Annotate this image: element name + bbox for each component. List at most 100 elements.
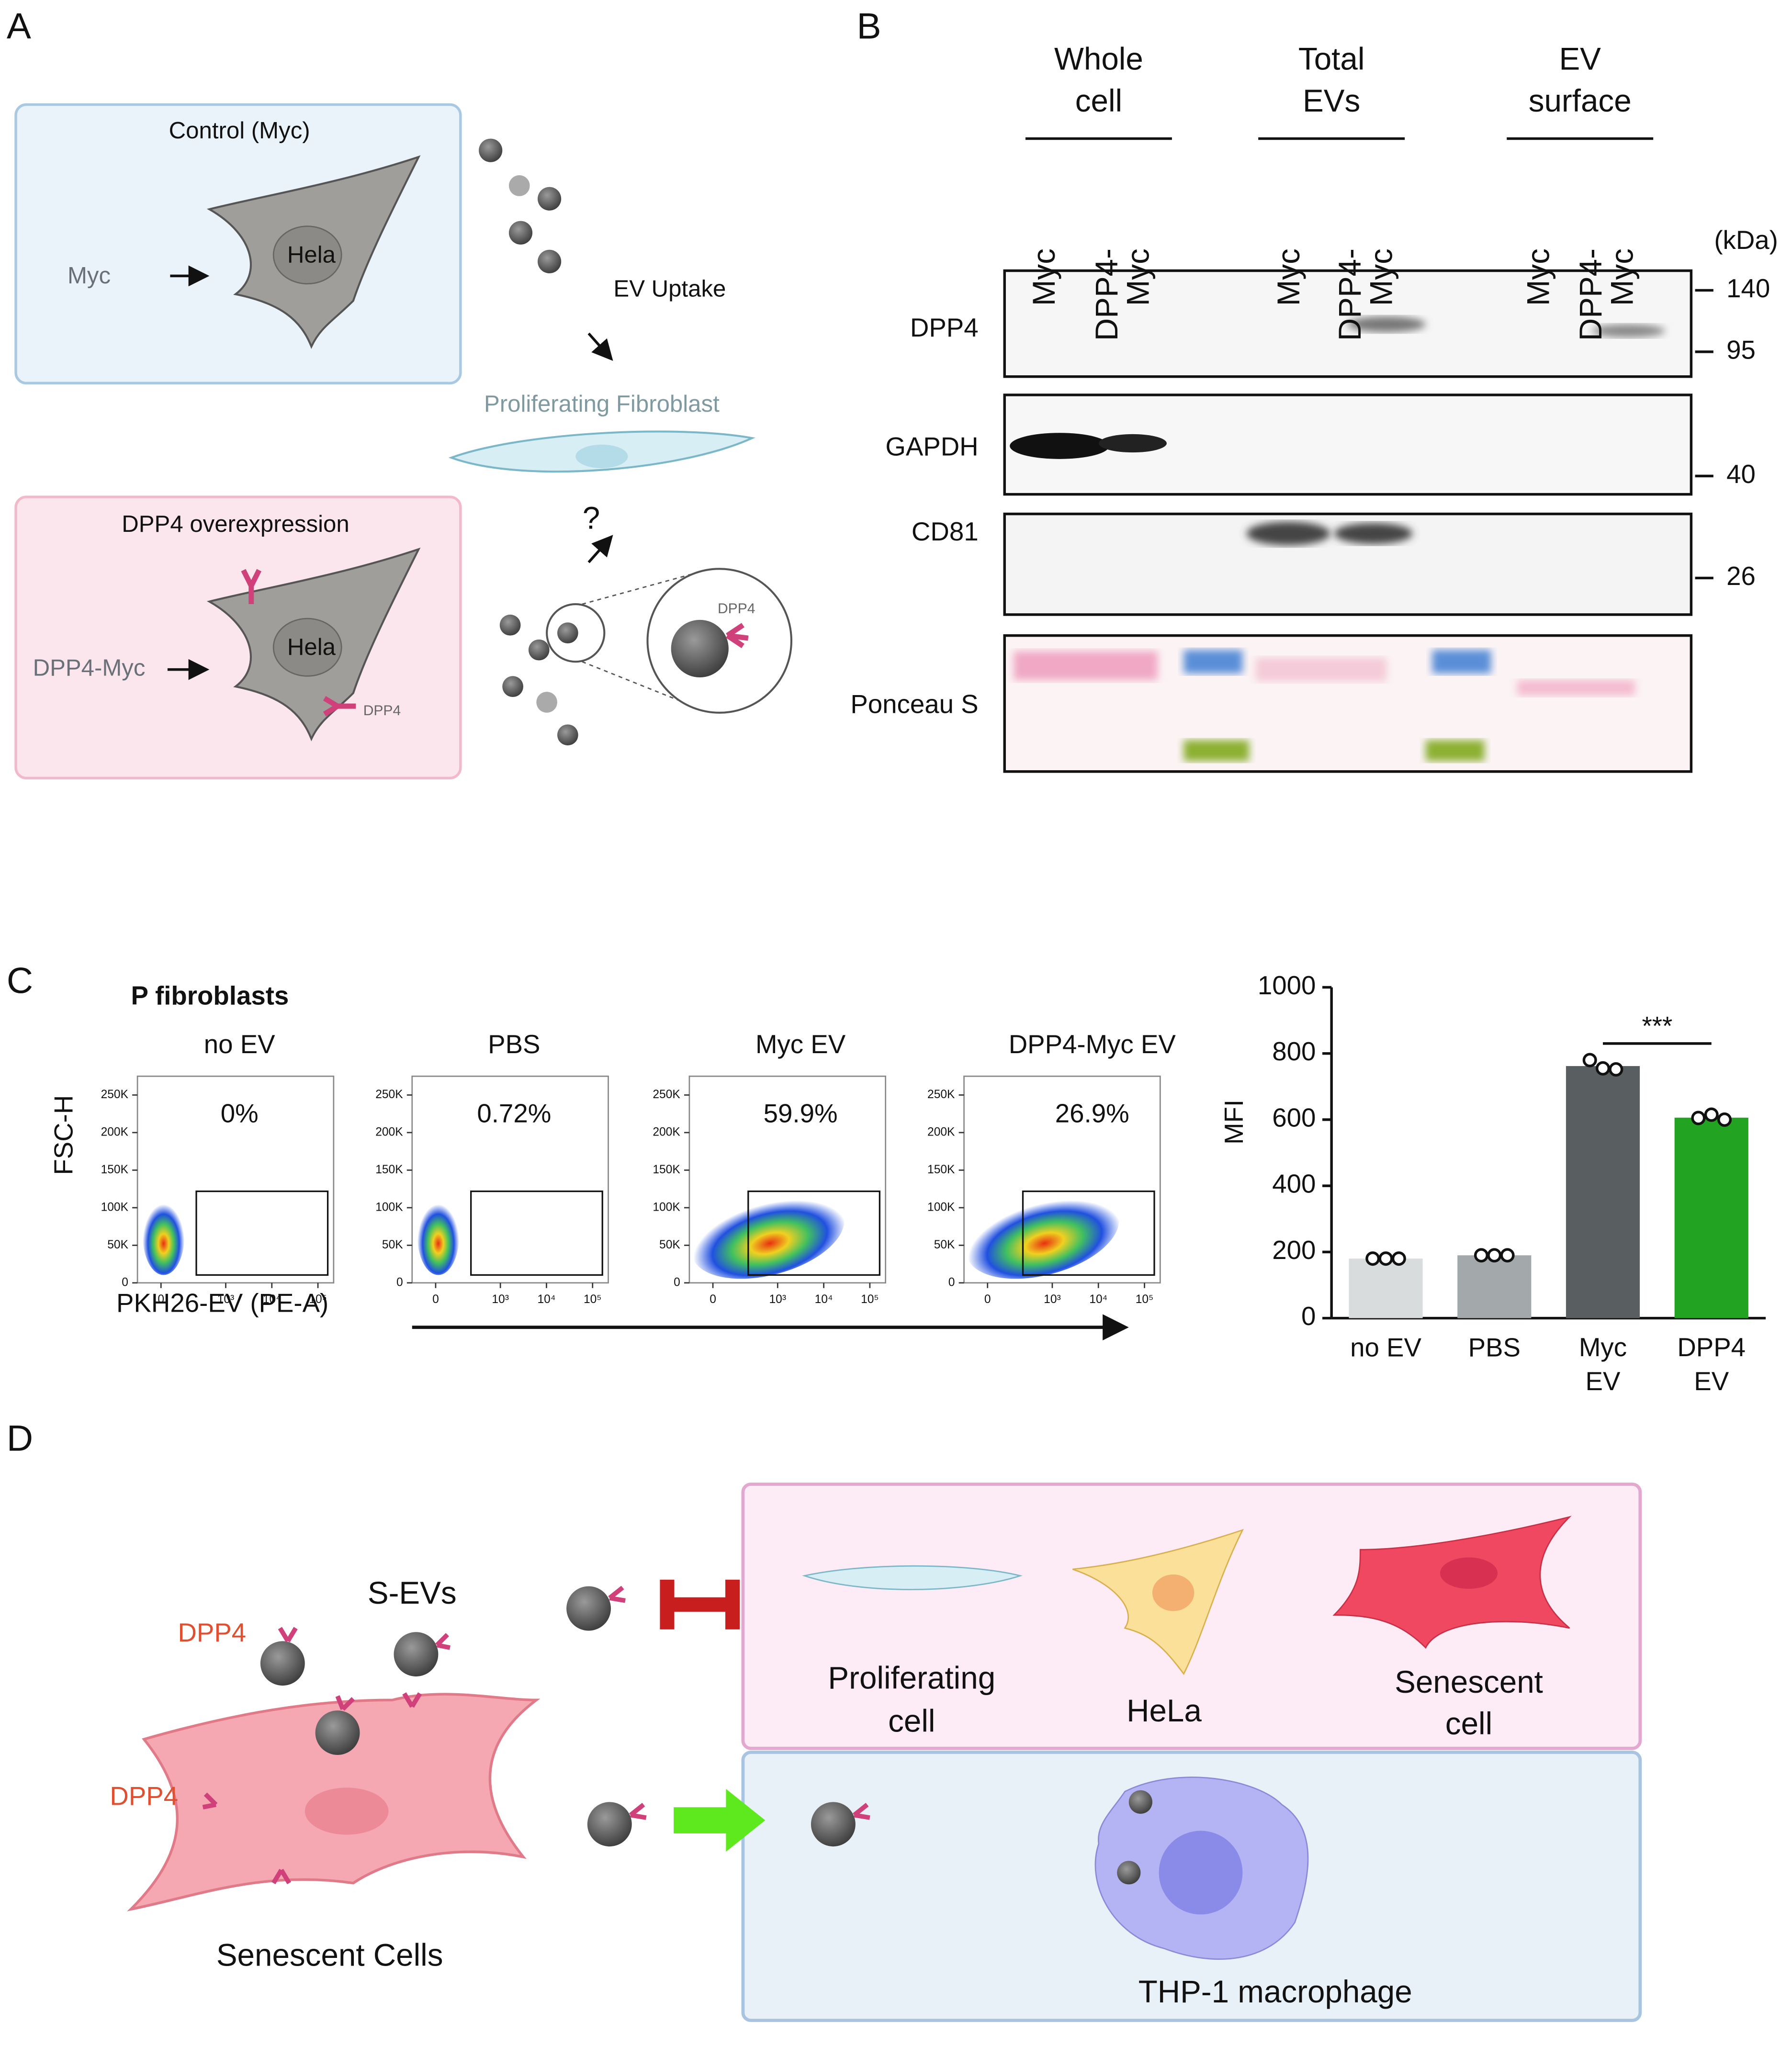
x-tick-label: 10³ <box>492 1293 509 1306</box>
proliferating-cell <box>802 1565 1023 1590</box>
nucleus <box>272 225 342 285</box>
y-axis-label: MFI <box>1219 1100 1249 1145</box>
x-tick-label: 10⁵ <box>584 1293 602 1306</box>
row-label: GAPDH <box>885 432 978 461</box>
y-tick-label: 0 <box>396 1276 403 1289</box>
nucleus <box>1152 1574 1195 1611</box>
data-point <box>1487 1248 1502 1263</box>
y-tick-label: 100K <box>927 1201 955 1214</box>
data-point <box>1704 1107 1719 1122</box>
ev-group <box>479 138 578 746</box>
gate-percent: 0% <box>221 1099 259 1128</box>
flow-title: P fibroblasts <box>131 981 289 1011</box>
y-tick-label: 100K <box>653 1201 680 1214</box>
inhibit-symbol <box>660 1579 740 1630</box>
flow-frame <box>411 1075 609 1284</box>
arrow <box>587 332 613 361</box>
x-tick-label: PBS <box>1468 1333 1521 1362</box>
y-tick-label: 50K <box>382 1238 403 1251</box>
x-tick-label: Myc EV <box>1579 1333 1627 1396</box>
flow-frame <box>963 1075 1161 1284</box>
y-tick-label: 200K <box>653 1125 680 1138</box>
lane-label: Myc <box>1604 248 1639 306</box>
x-tick-label: 10⁴ <box>1089 1293 1107 1306</box>
x-tick-label: 0 <box>158 1293 164 1306</box>
x-tick-label: 10⁴ <box>263 1293 281 1306</box>
y-axis-label: FSC-H <box>49 1095 78 1175</box>
zoom-label: DPP4 <box>718 601 755 617</box>
data-point <box>1609 1062 1623 1077</box>
diagram-label: HeLa <box>1127 1693 1202 1728</box>
marker-label: 95 <box>1726 335 1756 364</box>
y-tick-label: 400 <box>1272 1169 1316 1199</box>
gate <box>747 1190 880 1276</box>
y-tick-label: 200K <box>375 1125 403 1138</box>
diagram-label: Proliferating <box>828 1661 995 1696</box>
y-tick-label: 200K <box>927 1125 955 1138</box>
dpp4-receptor <box>241 569 356 717</box>
x-tick-label: 10³ <box>1044 1293 1061 1306</box>
y-tick-label: 150K <box>927 1163 955 1176</box>
data-point <box>1691 1111 1706 1125</box>
data-point <box>1595 1061 1611 1076</box>
lane-label: DPP4- <box>1573 248 1608 341</box>
gate <box>195 1190 329 1276</box>
x-tick-label: no EV <box>1350 1333 1421 1362</box>
data-point <box>1474 1248 1488 1263</box>
lane-label: Myc <box>1521 248 1556 306</box>
cell-label: Hela <box>287 241 336 268</box>
y-tick-label: 50K <box>107 1238 128 1251</box>
density <box>691 1192 845 1279</box>
flow-frame <box>136 1075 335 1284</box>
nucleus <box>575 444 628 468</box>
lane-label: DPP4- <box>1332 248 1367 341</box>
y-tick-label: 200 <box>1272 1236 1316 1265</box>
bar <box>1566 1066 1640 1318</box>
panel-label: D <box>7 1418 33 1459</box>
y-tick-label: 100K <box>101 1201 129 1214</box>
bar <box>1349 1259 1423 1318</box>
gate <box>470 1190 603 1276</box>
lane-label: Myc <box>1121 248 1156 306</box>
group-header: Total <box>1298 42 1364 77</box>
cell-label: Hela <box>287 634 336 660</box>
x-axis-label: PKH26-EV (PE-A) <box>116 1289 328 1318</box>
gate <box>1022 1190 1155 1276</box>
unit-label: (kDa) <box>1714 225 1778 255</box>
diagram-label: Senescent <box>1395 1664 1543 1699</box>
x-tick-label: 10⁵ <box>1136 1293 1154 1306</box>
y-tick-label: 0 <box>1301 1302 1316 1331</box>
marker-label: 40 <box>1726 460 1756 489</box>
x-tick-label: 10³ <box>769 1293 787 1306</box>
x-tick-label: 10⁵ <box>309 1293 327 1306</box>
y-tick-label: 600 <box>1272 1103 1316 1132</box>
nucleus <box>272 618 342 677</box>
y-tick-label: 50K <box>659 1238 680 1251</box>
blots <box>1003 269 1693 773</box>
group-header: cell <box>1075 83 1122 118</box>
bar <box>1457 1255 1532 1318</box>
lane-label: Myc <box>1364 248 1399 306</box>
data-point <box>1365 1251 1380 1266</box>
marker-label: 140 <box>1726 274 1770 303</box>
diagram-label: S-EVs <box>368 1575 457 1610</box>
flow-panel-title: DPP4-Myc EV <box>1009 1030 1176 1059</box>
row-label: CD81 <box>912 517 979 546</box>
arrow <box>587 535 613 563</box>
group-header: Whole <box>1054 42 1143 77</box>
ev-uptake: EV Uptake <box>613 275 726 302</box>
diagram-label: cell <box>888 1704 935 1739</box>
y-tick-label: 100K <box>375 1201 403 1214</box>
data-point <box>1500 1248 1515 1263</box>
x-tick-label: 0 <box>984 1293 991 1306</box>
significance: *** <box>1642 1012 1672 1041</box>
marker-label: DPP4 <box>363 703 401 719</box>
data-point <box>1717 1112 1732 1127</box>
density <box>966 1192 1119 1279</box>
data-point <box>1391 1251 1406 1266</box>
y-tick-label: 800 <box>1272 1037 1316 1066</box>
nucleus <box>1159 1831 1243 1915</box>
y-tick-label: 0 <box>948 1276 955 1289</box>
data-point <box>1582 1053 1597 1068</box>
flow-panel-title: no EV <box>204 1030 275 1059</box>
